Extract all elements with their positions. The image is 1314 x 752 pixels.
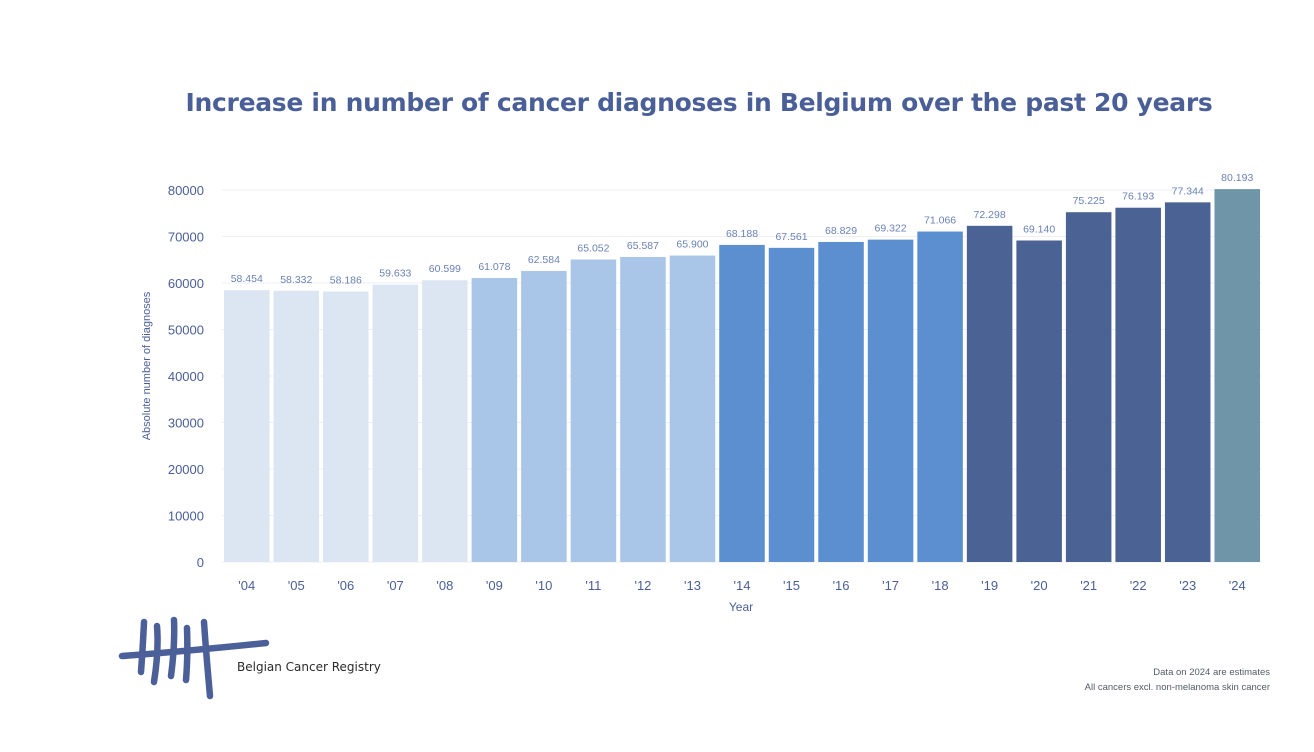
value-label: 58.454: [231, 273, 263, 285]
value-label: 68.188: [726, 228, 758, 240]
x-tick-label: '18: [932, 578, 949, 593]
bar: [620, 257, 666, 562]
x-tick-label: '16: [833, 578, 850, 593]
value-label: 71.066: [924, 215, 956, 227]
x-axis-title: Year: [729, 600, 753, 614]
y-tick-label: 40000: [168, 369, 204, 384]
x-tick-label: '22: [1130, 578, 1147, 593]
bar: [966, 225, 1013, 562]
bar: [867, 239, 914, 562]
x-tick-label: '14: [734, 578, 751, 593]
value-label: 75.225: [1073, 195, 1105, 207]
bar: [1214, 189, 1260, 563]
bars: [224, 189, 1260, 563]
footnote-scope: All cancers excl. non-melanoma skin canc…: [1084, 682, 1270, 693]
value-label: 68.829: [825, 225, 857, 237]
value-label: 76.193: [1122, 191, 1154, 203]
x-tick-label: '21: [1080, 578, 1097, 593]
value-label: 69.322: [875, 223, 907, 235]
value-label: 58.186: [330, 274, 362, 286]
bar: [1115, 207, 1161, 562]
x-tick-label: '20: [1031, 578, 1048, 593]
x-tick-label: '12: [634, 578, 651, 593]
bar: [372, 284, 419, 562]
x-tick-label: '13: [684, 578, 701, 593]
x-tick-label: '08: [436, 578, 453, 593]
value-label: 65.052: [577, 243, 609, 255]
y-tick-label: 80000: [168, 183, 204, 198]
y-axis-ticks: 0 10000 20000 30000 40000 50000 60000 70000 8000…: [168, 183, 204, 570]
x-tick-label: '24: [1229, 578, 1246, 593]
bar: [273, 290, 320, 562]
x-tick-label: '17: [882, 578, 899, 593]
value-label: 59.633: [379, 268, 411, 280]
y-tick-label: 30000: [168, 416, 204, 431]
value-label: 65.587: [627, 240, 659, 252]
bar: [323, 291, 369, 562]
footnote-estimates: Data on 2024 are estimates: [1153, 667, 1270, 678]
x-tick-label: '06: [337, 578, 354, 593]
x-tick-label: '07: [387, 578, 404, 593]
value-label: 60.599: [429, 263, 461, 275]
y-tick-label: 50000: [168, 323, 204, 338]
bar: [1065, 212, 1112, 563]
value-label: 65.900: [676, 239, 708, 251]
value-label: 58.332: [280, 274, 312, 286]
y-tick-label: 70000: [168, 230, 204, 245]
logo-name: Belgian Cancer Registry: [237, 660, 381, 674]
x-tick-label: '11: [585, 578, 601, 593]
bar: [917, 231, 963, 563]
bar: [1164, 202, 1211, 562]
y-tick-label: 20000: [168, 462, 204, 477]
value-label: 72.298: [974, 209, 1006, 221]
bar: [521, 270, 567, 562]
x-axis-ticks: '04 '05 '06 '07 '08 '09 '10 '11 '12 '13 '14 '15 '16 '…: [238, 578, 1245, 593]
x-tick-label: '05: [288, 578, 305, 593]
x-tick-label: '04: [238, 578, 255, 593]
value-label: 67.561: [775, 231, 807, 243]
x-tick-label: '10: [535, 578, 552, 593]
value-labels: 58.454 58.332 58.186 59.633 60.599 61.078 62.5…: [231, 172, 1254, 286]
bar: [570, 259, 617, 562]
value-label: 80.193: [1221, 172, 1253, 184]
bar: [719, 244, 765, 563]
x-tick-label: '23: [1179, 578, 1196, 593]
bar: [818, 241, 864, 563]
belgian-cancer-registry-logo: [118, 616, 270, 700]
x-tick-label: '09: [486, 578, 503, 593]
bar: [422, 280, 468, 562]
x-tick-label: '15: [783, 578, 800, 593]
bar: [471, 277, 518, 562]
value-label: 69.140: [1023, 223, 1055, 235]
x-tick-label: '19: [981, 578, 998, 593]
value-label: 77.344: [1172, 185, 1204, 197]
value-label: 62.584: [528, 254, 560, 266]
y-tick-label: 10000: [168, 509, 204, 524]
bar: [224, 290, 270, 562]
chart-title: Increase in number of cancer diagnoses i…: [185, 88, 1213, 117]
y-tick-label: 60000: [168, 276, 204, 291]
bar: [1016, 240, 1062, 562]
y-tick-label: 0: [197, 555, 204, 570]
bar: [669, 255, 716, 562]
y-axis-title: Absolute number of diagnoses: [141, 291, 153, 440]
bar: [768, 247, 815, 562]
value-label: 61.078: [478, 261, 510, 273]
